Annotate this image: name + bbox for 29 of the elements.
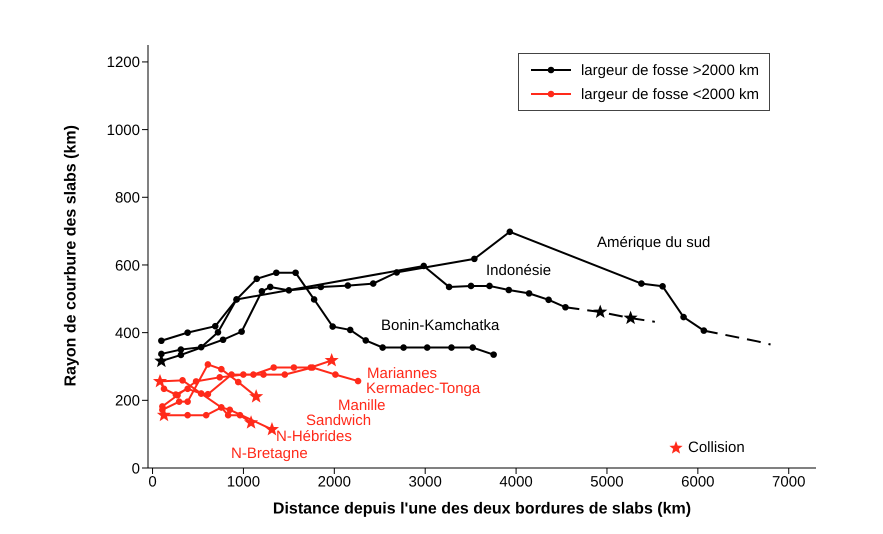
x-tick-label: 7000 bbox=[772, 474, 806, 491]
y-tick-label: 400 bbox=[114, 324, 140, 342]
x-tick-label: 6000 bbox=[681, 474, 715, 491]
y-tick-label: 1000 bbox=[106, 122, 140, 139]
annotation: Sandwich bbox=[306, 412, 372, 429]
x-tick-label: 4000 bbox=[499, 474, 533, 491]
annotation: Manille bbox=[338, 396, 386, 414]
annotation: N-Bretagne bbox=[231, 444, 308, 462]
y-tick-label: 600 bbox=[114, 257, 140, 274]
annotation: Collision bbox=[688, 438, 745, 456]
y-tick-label: 1200 bbox=[106, 54, 140, 72]
x-axis-title: Distance depuis l'une des deux bordures de slabs (km) bbox=[272, 500, 692, 518]
x-tick-label: 5000 bbox=[590, 474, 624, 491]
legend-label: largeur de fosse >2000 km bbox=[580, 62, 759, 78]
y-tick-label: 800 bbox=[114, 190, 140, 207]
x-tick-label: 3000 bbox=[408, 474, 442, 491]
annotation: Bonin-Kamchatka bbox=[381, 316, 500, 334]
x-tick-label: 0 bbox=[148, 474, 157, 491]
annotation: Kermadec-Tonga bbox=[366, 380, 481, 397]
annotation: Mariannes bbox=[367, 364, 438, 382]
y-tick-label: 0 bbox=[132, 460, 140, 478]
annotation: Indonésie bbox=[486, 262, 552, 279]
x-tick-label: 1000 bbox=[226, 474, 260, 491]
y-tick-label: 200 bbox=[114, 392, 140, 410]
annotation: Amérique du sud bbox=[597, 234, 710, 251]
annotation: N-Hébrides bbox=[276, 428, 352, 445]
legend-label: largeur de fosse <2000 km bbox=[580, 86, 759, 102]
y-axis-title: Rayon de courbure des slabs (km) bbox=[62, 125, 80, 386]
x-tick-label: 2000 bbox=[318, 474, 351, 491]
